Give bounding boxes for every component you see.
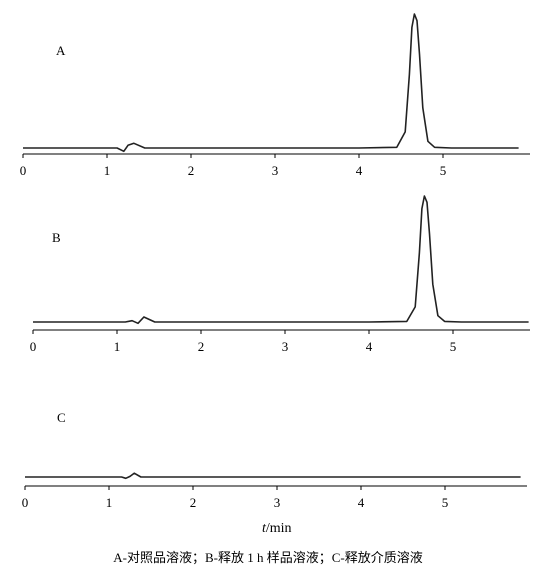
x-tick-label: 4 xyxy=(366,339,373,354)
x-tick-label: 5 xyxy=(440,163,447,178)
panel-label: C xyxy=(57,410,66,425)
x-tick-label: 2 xyxy=(198,339,205,354)
chromatogram-trace xyxy=(33,195,529,325)
x-tick-label: 0 xyxy=(30,339,37,354)
x-axis-label-unit: /min xyxy=(266,521,292,536)
x-axis-label-var: t xyxy=(262,521,267,536)
x-tick-label: 2 xyxy=(190,495,197,510)
chromatogram-trace xyxy=(25,472,521,480)
x-tick-label: 1 xyxy=(106,495,113,510)
chromatogram-trace xyxy=(23,13,519,153)
chart-panel-b: B 0 1 2 3 4 5 xyxy=(30,195,530,354)
x-tick-label: 5 xyxy=(450,339,457,354)
x-tick-label: 0 xyxy=(22,495,29,510)
x-tick-label: 2 xyxy=(188,163,195,178)
x-tick-label: 3 xyxy=(274,495,281,510)
panel-label: A xyxy=(56,43,66,58)
x-tick-label: 0 xyxy=(20,163,27,178)
x-tick-label: 5 xyxy=(442,495,449,510)
panel-label: B xyxy=(52,230,61,245)
x-axis-label: t/min xyxy=(262,521,292,536)
x-tick-label: 3 xyxy=(282,339,289,354)
x-tick-label: 1 xyxy=(114,339,121,354)
x-tick-label: 4 xyxy=(356,163,363,178)
chart-panel-c: C 0 1 2 3 4 5 xyxy=(22,410,527,510)
figure-caption: A-对照品溶液；B-释放 1 h 样品溶液；C-释放介质溶液 xyxy=(113,550,422,566)
x-tick-label: 4 xyxy=(358,495,365,510)
chart-panel-a: A 0 1 2 3 4 5 xyxy=(20,13,530,178)
x-tick-label: 3 xyxy=(272,163,279,178)
x-tick-label: 1 xyxy=(104,163,111,178)
